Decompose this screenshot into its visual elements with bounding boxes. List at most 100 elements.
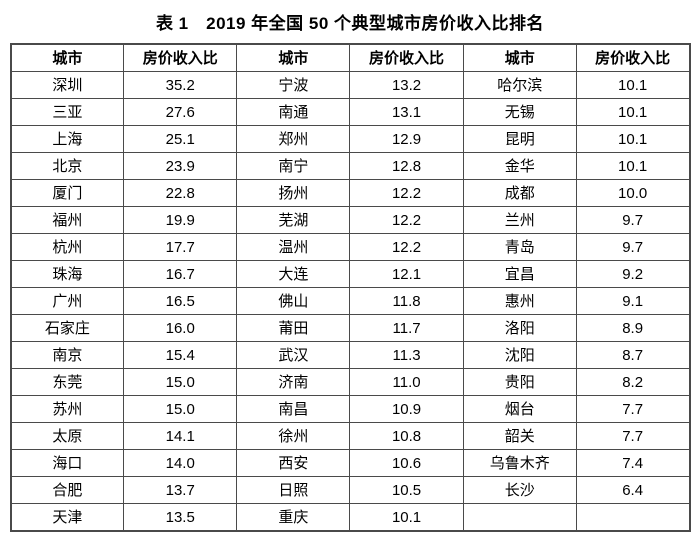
city-cell: 韶关 [462,422,577,450]
ratio-cell: 16.7 [123,260,238,288]
table-row: 南京 15.4 武汉 11.3 沈阳 8.7 [9,341,691,369]
city-cell: 珠海 [9,260,125,288]
city-cell: 福州 [9,206,125,234]
ratio-cell: 11.8 [349,287,464,315]
city-cell: 太原 [9,422,125,450]
city-cell: 长沙 [462,476,577,504]
header-city-2: 城市 [236,43,351,72]
header-city-1: 城市 [9,43,125,72]
ratio-cell: 15.0 [123,395,238,423]
ratio-cell: 13.1 [349,98,464,126]
table-row: 北京 23.9 南宁 12.8 金华 10.1 [9,152,691,180]
city-cell: 西安 [236,449,351,477]
city-cell: 天津 [9,503,125,532]
city-cell: 南昌 [236,395,351,423]
ratio-cell: 23.9 [123,152,238,180]
ratio-cell: 10.1 [575,125,691,153]
city-cell: 佛山 [236,287,351,315]
city-cell: 南通 [236,98,351,126]
table-title: 表 1 2019 年全国 50 个典型城市房价收入比排名 [155,14,545,33]
city-cell: 兰州 [462,206,577,234]
ratio-cell: 10.1 [575,152,691,180]
ratio-cell: 16.0 [123,314,238,342]
ratio-cell: 8.9 [575,314,691,342]
table-row: 东莞 15.0 济南 11.0 贵阳 8.2 [9,368,691,396]
city-cell: 重庆 [236,503,351,532]
ratio-cell: 8.7 [575,341,691,369]
ratio-cell: 10.6 [349,449,464,477]
city-cell: 莆田 [236,314,351,342]
ratio-cell: 12.2 [349,233,464,261]
header-ratio-1: 房价收入比 [123,43,238,72]
table-row: 杭州 17.7 温州 12.2 青岛 9.7 [9,233,691,261]
ratio-cell: 10.1 [349,503,464,532]
table-row: 厦门 22.8 扬州 12.2 成都 10.0 [9,179,691,207]
ratio-cell: 11.7 [349,314,464,342]
city-cell: 上海 [9,125,125,153]
header-ratio-3: 房价收入比 [575,43,691,72]
ratio-cell: 9.2 [575,260,691,288]
city-cell: 哈尔滨 [462,71,577,99]
city-cell: 日照 [236,476,351,504]
city-cell: 昆明 [462,125,577,153]
city-cell: 沈阳 [462,341,577,369]
table-row: 珠海 16.7 大连 12.1 宜昌 9.2 [9,260,691,288]
ratio-cell: 12.2 [349,206,464,234]
ratio-cell: 12.8 [349,152,464,180]
city-cell: 宜昌 [462,260,577,288]
table-row: 三亚 27.6 南通 13.1 无锡 10.1 [9,98,691,126]
city-cell: 东莞 [9,368,125,396]
table-row: 福州 19.9 芜湖 12.2 兰州 9.7 [9,206,691,234]
city-cell: 乌鲁木齐 [462,449,577,477]
city-cell: 三亚 [9,98,125,126]
ratio-cell: 13.7 [123,476,238,504]
city-cell: 洛阳 [462,314,577,342]
city-cell: 济南 [236,368,351,396]
city-cell: 烟台 [462,395,577,423]
city-cell: 合肥 [9,476,125,504]
city-cell: 芜湖 [236,206,351,234]
price-income-ratio-table: 城市 房价收入比 城市 房价收入比 城市 房价收入比 深圳 35.2 宁波 13.2 哈… [9,43,691,532]
ratio-cell: 8.2 [575,368,691,396]
header-row: 城市 房价收入比 城市 房价收入比 城市 房价收入比 [9,43,691,72]
ratio-cell: 19.9 [123,206,238,234]
ratio-cell: 7.4 [575,449,691,477]
city-cell: 武汉 [236,341,351,369]
city-cell: 海口 [9,449,125,477]
table-body: 深圳 35.2 宁波 13.2 哈尔滨 10.1 三亚 27.6 南通 13.1 无锡 10.1 上海 2… [9,71,691,532]
city-cell: 大连 [236,260,351,288]
ratio-cell: 13.2 [349,71,464,99]
ratio-cell: 7.7 [575,395,691,423]
ratio-cell: 10.1 [575,98,691,126]
city-cell: 南宁 [236,152,351,180]
ratio-cell: 15.0 [123,368,238,396]
table-row: 苏州 15.0 南昌 10.9 烟台 7.7 [9,395,691,423]
city-cell: 贵阳 [462,368,577,396]
ratio-cell: 15.4 [123,341,238,369]
ratio-cell: 10.8 [349,422,464,450]
city-cell: 杭州 [9,233,125,261]
header-city-3: 城市 [462,43,577,72]
ratio-cell: 10.0 [575,179,691,207]
ratio-cell: 11.0 [349,368,464,396]
city-cell: 厦门 [9,179,125,207]
table-header: 城市 房价收入比 城市 房价收入比 城市 房价收入比 [9,43,691,72]
ratio-cell: 17.7 [123,233,238,261]
city-cell: 广州 [9,287,125,315]
table-row: 天津 13.5 重庆 10.1 [9,503,691,532]
ratio-cell: 10.9 [349,395,464,423]
city-cell: 成都 [462,179,577,207]
table-row: 合肥 13.7 日照 10.5 长沙 6.4 [9,476,691,504]
table-row: 深圳 35.2 宁波 13.2 哈尔滨 10.1 [9,71,691,99]
table-row: 上海 25.1 郑州 12.9 昆明 10.1 [9,125,691,153]
city-cell: 宁波 [236,71,351,99]
city-cell: 郑州 [236,125,351,153]
ratio-cell: 9.1 [575,287,691,315]
ratio-cell: 10.5 [349,476,464,504]
city-cell: 无锡 [462,98,577,126]
table-row: 广州 16.5 佛山 11.8 惠州 9.1 [9,287,691,315]
ratio-cell: 11.3 [349,341,464,369]
city-cell: 苏州 [9,395,125,423]
table-row: 太原 14.1 徐州 10.8 韶关 7.7 [9,422,691,450]
